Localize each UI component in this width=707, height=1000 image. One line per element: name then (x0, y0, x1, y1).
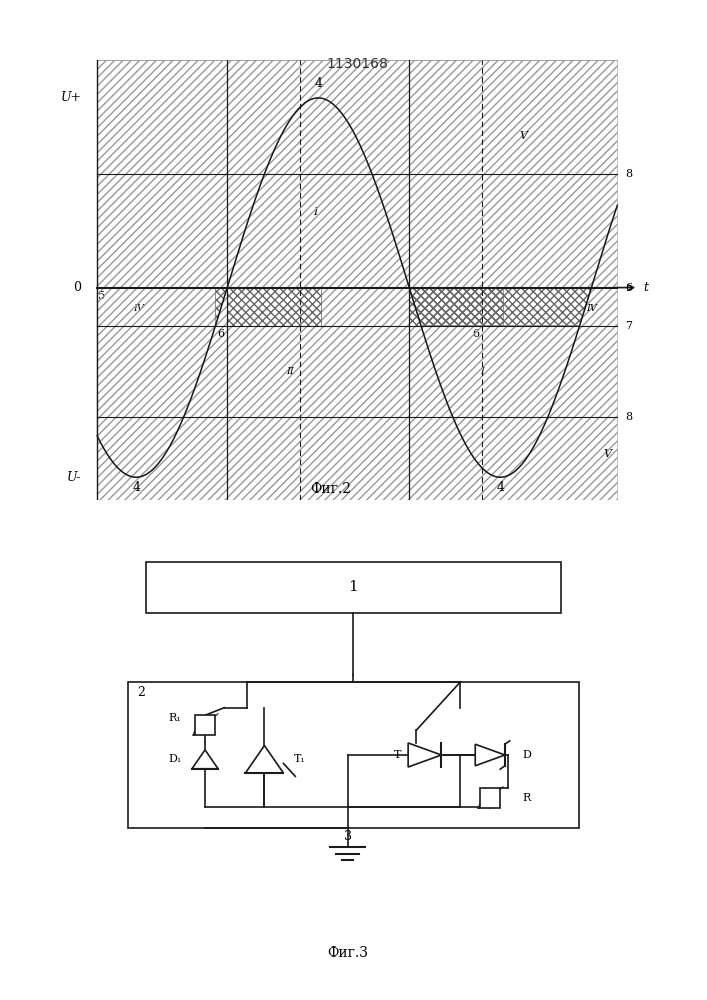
Text: 4: 4 (314, 77, 322, 90)
Text: III: III (481, 302, 493, 311)
Text: R: R (522, 793, 531, 803)
Text: 6: 6 (218, 329, 225, 339)
Text: 5: 5 (410, 291, 417, 301)
Text: 6: 6 (472, 329, 479, 339)
Text: I: I (313, 207, 318, 217)
Text: 2: 2 (136, 686, 145, 699)
Text: T₁: T₁ (294, 754, 306, 764)
Text: II: II (259, 302, 267, 311)
Polygon shape (245, 746, 284, 773)
Text: t: t (643, 281, 648, 294)
Text: 8: 8 (625, 412, 632, 422)
Text: III: III (284, 302, 296, 311)
Text: 8: 8 (625, 169, 632, 179)
Polygon shape (192, 750, 218, 769)
Text: T: T (394, 750, 401, 760)
Bar (128, 682, 579, 828)
Text: 1: 1 (349, 580, 358, 594)
Text: 6: 6 (625, 283, 632, 293)
Text: 4: 4 (496, 481, 504, 494)
Text: D₁: D₁ (168, 754, 181, 764)
Text: U-: U- (67, 471, 81, 484)
Text: 4: 4 (132, 481, 140, 494)
Text: 1130168: 1130168 (327, 57, 388, 71)
Polygon shape (475, 744, 505, 766)
Text: I: I (480, 367, 484, 376)
Text: V: V (603, 449, 611, 459)
Text: II: II (457, 302, 465, 311)
Text: 3: 3 (344, 830, 351, 843)
Text: R₁: R₁ (169, 713, 181, 723)
Text: D: D (522, 750, 532, 760)
Text: Фиг.3: Фиг.3 (327, 946, 368, 960)
Bar (146, 562, 561, 613)
Text: II: II (286, 367, 293, 376)
Text: 5: 5 (98, 291, 105, 301)
Text: 0: 0 (74, 281, 81, 294)
Text: Фиг.2: Фиг.2 (310, 482, 351, 496)
Bar (479, 788, 501, 808)
Polygon shape (408, 743, 441, 767)
Text: 7: 7 (625, 321, 632, 331)
Text: V: V (520, 131, 527, 141)
Text: IV: IV (586, 304, 597, 313)
Text: IV: IV (134, 304, 144, 313)
Bar (194, 715, 216, 735)
Text: U+: U+ (61, 91, 81, 104)
